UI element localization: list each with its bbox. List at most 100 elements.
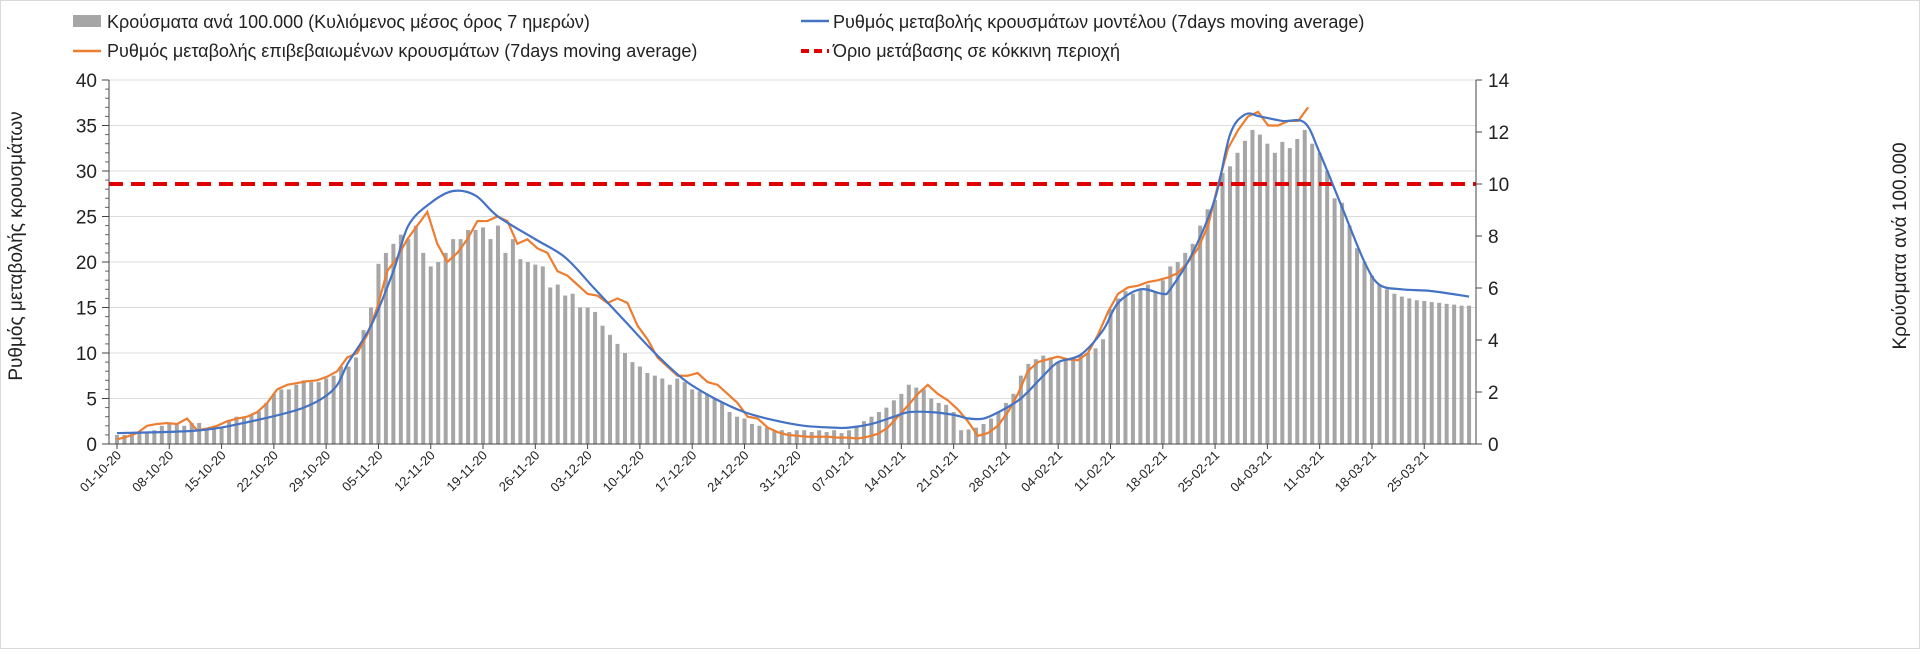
bar [488, 239, 493, 444]
bar [1115, 298, 1120, 444]
bar [1444, 303, 1449, 444]
bar [1235, 152, 1240, 445]
bar [383, 252, 388, 444]
bar [824, 432, 829, 444]
bar [727, 412, 732, 444]
bar [1168, 266, 1173, 444]
bar [548, 287, 553, 444]
bar [1018, 375, 1023, 444]
bar [1153, 291, 1158, 444]
bar [1190, 243, 1195, 444]
y-left-tick-label: 15 [76, 299, 97, 320]
legend-label-model: Ρυθμός μεταβολής κρουσμάτων μοντέλου (7d… [833, 12, 1364, 32]
legend: Κρούσματα ανά 100.000 (Κυλιόμενος μέσος … [73, 12, 1364, 61]
bar [212, 427, 217, 444]
bar [331, 375, 336, 444]
bar [1048, 357, 1053, 444]
bar [720, 402, 725, 444]
bar [1198, 225, 1203, 444]
x-tick-label: 25-02-21 [1175, 448, 1222, 495]
axes: 0 5 10 15 20 25 30 35 40 0 2 4 6 8 10 12 14 01-10-20 08-10… [76, 71, 1510, 495]
x-tick-label: 17-12-20 [652, 448, 699, 495]
bar [466, 230, 471, 444]
bar [1317, 152, 1322, 445]
x-tick-label: 03-12-20 [547, 448, 594, 495]
bar [570, 293, 575, 444]
bar [929, 398, 934, 444]
bar [1220, 172, 1225, 444]
bar [735, 416, 740, 444]
bar [533, 264, 538, 444]
bar [1250, 129, 1255, 445]
bar [376, 263, 381, 444]
bar [1123, 291, 1128, 444]
bar [1325, 171, 1330, 444]
bar [234, 416, 239, 444]
bar [361, 330, 366, 444]
bar [398, 234, 403, 444]
bar [316, 382, 321, 444]
bar [1377, 284, 1382, 444]
bar [944, 404, 949, 444]
bar [862, 421, 866, 444]
bar [854, 425, 859, 444]
bar [1086, 353, 1091, 444]
x-tick-label: 07-01-21 [809, 448, 856, 495]
bar [495, 225, 500, 444]
bar [1362, 262, 1367, 444]
bar [1078, 354, 1083, 444]
bar [204, 427, 209, 444]
x-tick-label: 25-03-21 [1384, 448, 1431, 495]
bar [1310, 143, 1315, 444]
bar [1347, 225, 1352, 444]
bar [1295, 139, 1300, 444]
bar [959, 430, 964, 444]
y-left-tick-label: 20 [76, 253, 97, 274]
legend-label-threshold: Όριο μετάβασης σε κόκκινη περιοχή [832, 41, 1120, 61]
bar [1355, 248, 1360, 444]
bar [503, 252, 508, 444]
bar [951, 412, 956, 444]
bar [921, 389, 926, 444]
bar [1160, 280, 1165, 444]
bar [1302, 129, 1307, 445]
x-tick-label: 11-03-21 [1280, 448, 1327, 495]
bar [749, 423, 754, 444]
bar [869, 416, 874, 444]
bar [630, 362, 635, 444]
bar [705, 393, 710, 444]
bar [354, 357, 359, 444]
x-tick-label: 18-03-21 [1332, 448, 1379, 495]
bar [540, 266, 545, 444]
bar [876, 412, 881, 444]
bar [1033, 359, 1038, 444]
bar [152, 430, 157, 444]
bar [637, 366, 642, 444]
bar [421, 252, 426, 444]
y-right-tick-label: 10 [1488, 175, 1509, 196]
bar [1108, 309, 1113, 444]
gridlines [109, 79, 1476, 399]
bar [742, 418, 747, 444]
y-right-tick-label: 8 [1488, 227, 1499, 248]
bar [436, 262, 441, 444]
bar [936, 402, 941, 444]
bar [697, 391, 702, 444]
bar [1384, 289, 1389, 444]
bar [264, 402, 269, 444]
y-right-tick-label: 0 [1488, 435, 1499, 456]
y-left-tick-label: 25 [76, 208, 97, 229]
bar [1071, 357, 1076, 444]
bar [413, 225, 418, 444]
bar [809, 432, 814, 444]
bar [1138, 289, 1143, 444]
bar [608, 334, 613, 444]
legend-label-bars: Κρούσματα ανά 100.000 (Κυλιόμενος μέσος … [107, 12, 590, 32]
bar [787, 432, 792, 444]
bar [593, 311, 598, 444]
bar [578, 307, 583, 444]
bar [585, 307, 590, 444]
bar [137, 433, 142, 444]
bar [197, 422, 202, 444]
